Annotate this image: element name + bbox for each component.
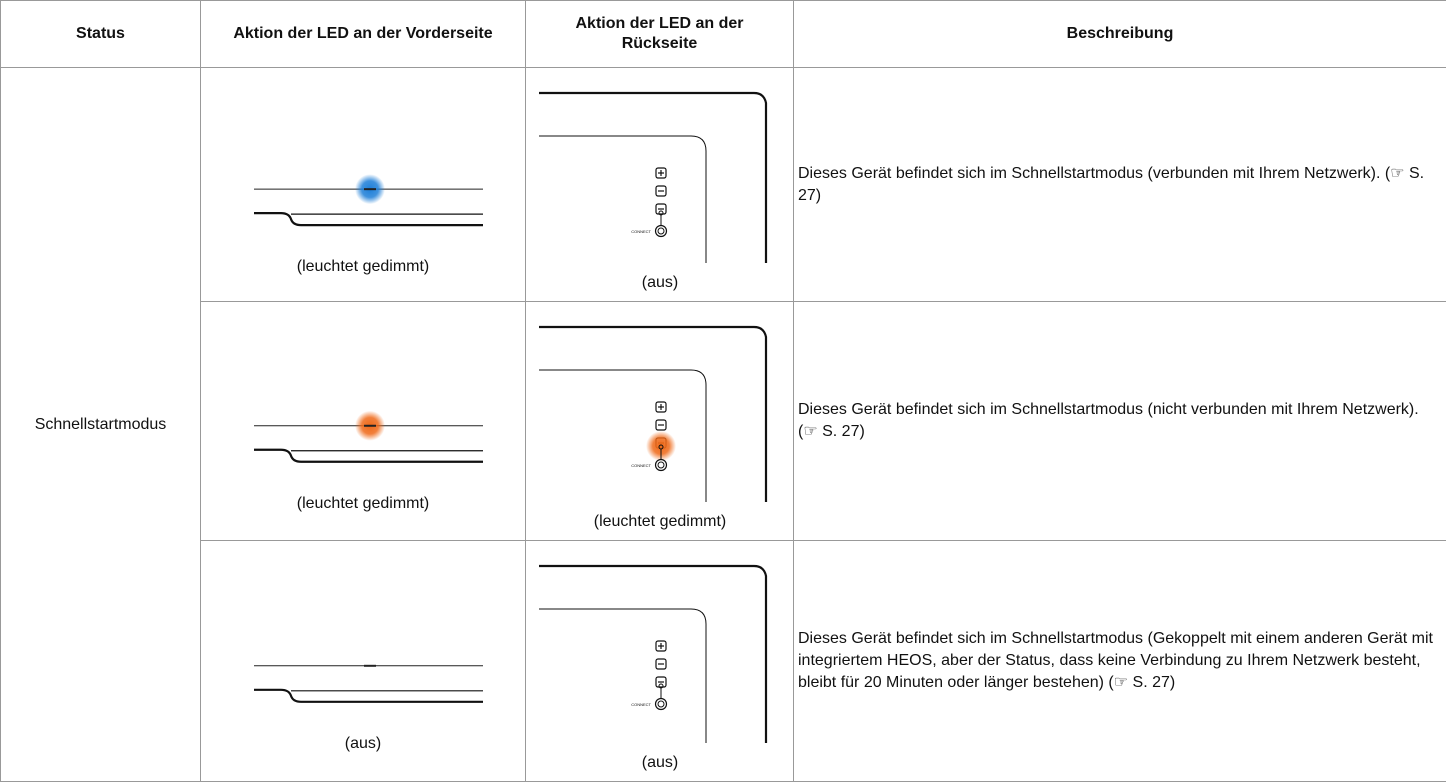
panel-edge <box>254 688 483 703</box>
description-cell: Dieses Gerät befindet sich im Schnellsta… <box>793 540 1446 782</box>
description-cell: Dieses Gerät befindet sich im Schnellsta… <box>793 301 1446 541</box>
header-cell: Beschreibung <box>793 0 1446 68</box>
back-illustration: CONNECT (aus) <box>539 564 768 771</box>
header-row: Status Aktion der LED an der Vorderseite… <box>0 0 1446 68</box>
back-cell: CONNECT (aus) <box>525 67 794 302</box>
button <box>655 676 667 688</box>
device-outline <box>539 325 768 502</box>
status-cell: Schnellstartmodus <box>0 67 201 782</box>
back-cell: CONNECT (leuchtet gedimmt) <box>525 301 794 541</box>
front-illustration: (aus) <box>254 664 483 752</box>
front-status: (aus) <box>345 735 381 752</box>
back-status: (leuchtet gedimmt) <box>594 513 727 530</box>
connect-label: CONNECT <box>631 229 651 234</box>
connect-button <box>654 697 668 711</box>
connect-button <box>657 700 665 708</box>
connect-button <box>654 458 668 472</box>
table-row: (leuchtet gedimmt) CONNECT (leuchtet gedim… <box>1 301 1446 541</box>
front-cell: (leuchtet gedimmt) <box>200 67 526 302</box>
front-status: (leuchtet gedimmt) <box>297 258 430 275</box>
header-cell: Aktion der LED an der Rückseite <box>525 0 794 68</box>
back-illustration: CONNECT (aus) <box>539 91 768 291</box>
front-cell: (leuchtet gedimmt) <box>200 301 526 541</box>
connect-button <box>657 227 665 235</box>
connect-label: CONNECT <box>631 463 651 468</box>
table-row: Schnellstartmodus (leuchtet gedimmt) CONNE… <box>0 67 1446 782</box>
header-cell: Aktion der LED an der Vorderseite <box>200 0 526 68</box>
panel-edge <box>254 448 483 463</box>
device-inner <box>539 135 707 263</box>
front-cell: (aus) <box>200 540 526 782</box>
front-illustration: (leuchtet gedimmt) <box>254 410 483 512</box>
back-status: (aus) <box>642 274 678 291</box>
table-row: (aus) CONNECT (aus) Dieses Gerät befindet s… <box>1 540 1446 782</box>
button <box>655 640 667 652</box>
device-outline <box>539 91 768 263</box>
connect-label: CONNECT <box>631 702 651 707</box>
led-glow <box>646 431 676 461</box>
description-cell: Dieses Gerät befindet sich im Schnellsta… <box>793 67 1446 302</box>
table-body: Schnellstartmodus (leuchtet gedimmt) CONNE… <box>0 67 1446 782</box>
connect-button <box>657 461 665 469</box>
front-illustration: (leuchtet gedimmt) <box>254 174 483 275</box>
header-cell: Status <box>0 0 201 68</box>
button <box>655 401 667 413</box>
front-status: (leuchtet gedimmt) <box>297 495 430 512</box>
button <box>655 203 667 215</box>
button <box>655 419 667 431</box>
back-cell: CONNECT (aus) <box>525 540 794 782</box>
button <box>655 167 667 179</box>
back-illustration: CONNECT (leuchtet gedimmt) <box>539 325 768 530</box>
back-status: (aus) <box>642 754 678 771</box>
button <box>655 185 667 197</box>
panel-edge <box>254 212 483 227</box>
connect-button <box>654 224 668 238</box>
device-outline <box>539 564 768 743</box>
device-inner <box>539 369 707 502</box>
device-inner <box>539 608 707 743</box>
button <box>655 658 667 670</box>
